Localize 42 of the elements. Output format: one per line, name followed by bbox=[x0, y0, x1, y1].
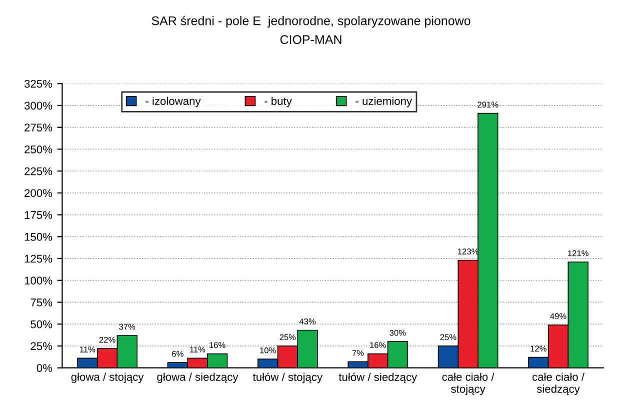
data-label: 37% bbox=[119, 324, 136, 330]
data-label: 16% bbox=[210, 342, 226, 348]
data-label: 49% bbox=[550, 313, 566, 320]
data-label: 25% bbox=[440, 334, 456, 340]
chart-title: SAR średni - pole E jednorodne, spolaryzowane pionowo bbox=[152, 16, 470, 28]
data-label: 11% bbox=[80, 346, 96, 352]
x-tick-label: głowa / stojący bbox=[71, 372, 144, 384]
y-tick-label: 250% bbox=[24, 145, 52, 154]
legend-label: - izolowany bbox=[146, 96, 201, 108]
x-tick-label: głowa / siedzący bbox=[157, 372, 238, 384]
data-label: 6% bbox=[172, 350, 184, 357]
y-tick-label: 25% bbox=[30, 342, 52, 350]
y-tick-label: 75% bbox=[30, 298, 52, 306]
chart-subtitle: CIOP-MAN bbox=[280, 35, 342, 44]
y-tick-label: 150% bbox=[24, 232, 52, 241]
data-label: 291% bbox=[478, 102, 498, 108]
data-label: 12% bbox=[530, 346, 546, 352]
y-tick-label: 100% bbox=[24, 276, 52, 285]
y-tick-label: 225% bbox=[24, 167, 52, 176]
legend-label: - uziemiony bbox=[356, 96, 412, 108]
y-tick-label: 125% bbox=[24, 254, 52, 263]
data-label: 25% bbox=[280, 334, 296, 340]
y-tick-label: 0% bbox=[36, 364, 52, 372]
x-tick-label: całe ciało / siedzący bbox=[532, 372, 584, 396]
data-label: 43% bbox=[299, 318, 316, 324]
y-tick-label: 50% bbox=[30, 320, 52, 328]
y-tick-label: 300% bbox=[24, 102, 52, 110]
legend-label: - buty bbox=[264, 96, 292, 108]
data-label: 22% bbox=[99, 336, 116, 343]
y-tick-label: 200% bbox=[24, 189, 52, 198]
data-label: 11% bbox=[190, 346, 206, 352]
y-tick-label: 175% bbox=[24, 211, 52, 219]
data-label: 10% bbox=[260, 347, 276, 354]
data-label: 7% bbox=[352, 350, 364, 356]
data-label: 30% bbox=[390, 330, 406, 336]
data-label: 121% bbox=[568, 250, 588, 256]
data-label: 16% bbox=[370, 342, 386, 348]
x-tick-label: tułów / siedzący bbox=[338, 372, 418, 384]
y-tick-label: 325% bbox=[24, 80, 52, 88]
y-tick-label: 275% bbox=[24, 124, 52, 132]
x-tick-label: tułów / stojący bbox=[252, 372, 323, 384]
x-tick-label: całe ciało / stojący bbox=[442, 372, 494, 396]
